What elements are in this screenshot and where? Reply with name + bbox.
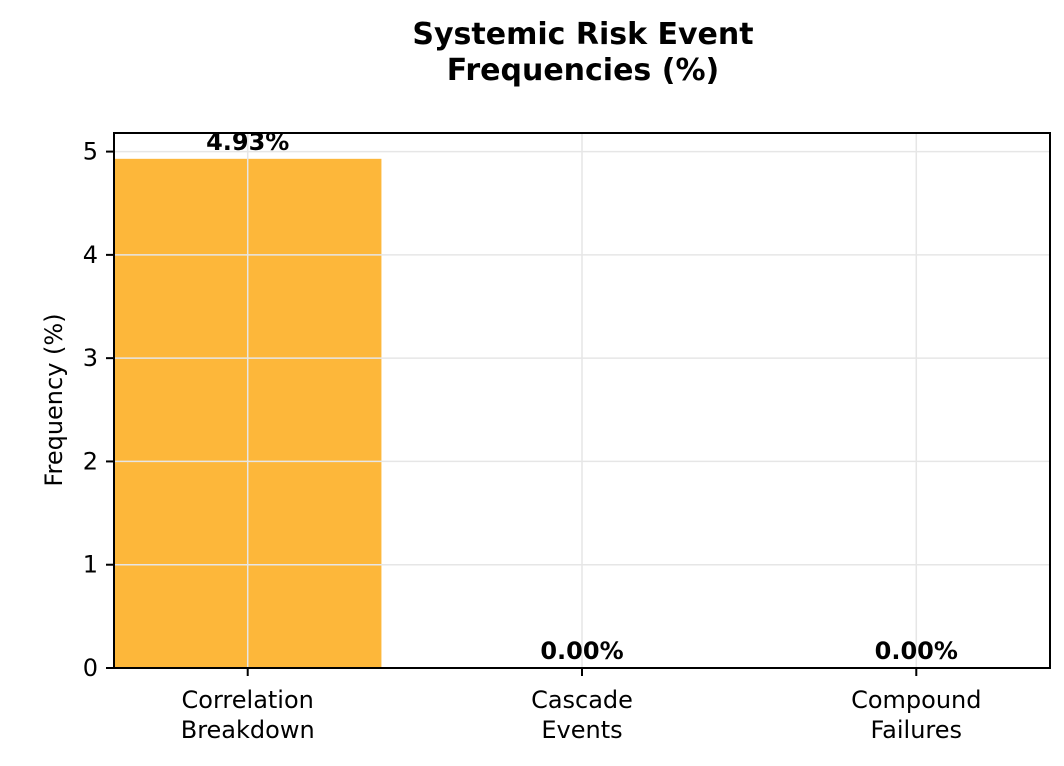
data-label: 0.00% [875,637,958,665]
data-label: 0.00% [540,637,623,665]
y-tick-label: 1 [83,551,98,579]
x-tick-label: Events [541,716,622,744]
x-tick-label: Compound [851,686,981,714]
y-tick-label: 5 [83,138,98,166]
label-layer: 4.93% 0.00% 0.00% [206,128,958,665]
data-label: 4.93% [206,128,289,156]
x-tick-label: Correlation [182,686,314,714]
x-tick-label: Failures [871,716,962,744]
chart-title-line-2: Frequencies (%) [447,53,719,88]
x-tick-label: Cascade [531,686,633,714]
y-tick-label: 2 [83,447,98,475]
x-tick-label: Breakdown [181,716,315,744]
y-axis-label: Frequency (%) [40,313,68,486]
y-tick-label: 3 [83,344,98,372]
chart-title-line-1: Systemic Risk Event [412,17,753,52]
y-tick-label: 0 [83,654,98,682]
y-tick-label: 4 [83,241,98,269]
